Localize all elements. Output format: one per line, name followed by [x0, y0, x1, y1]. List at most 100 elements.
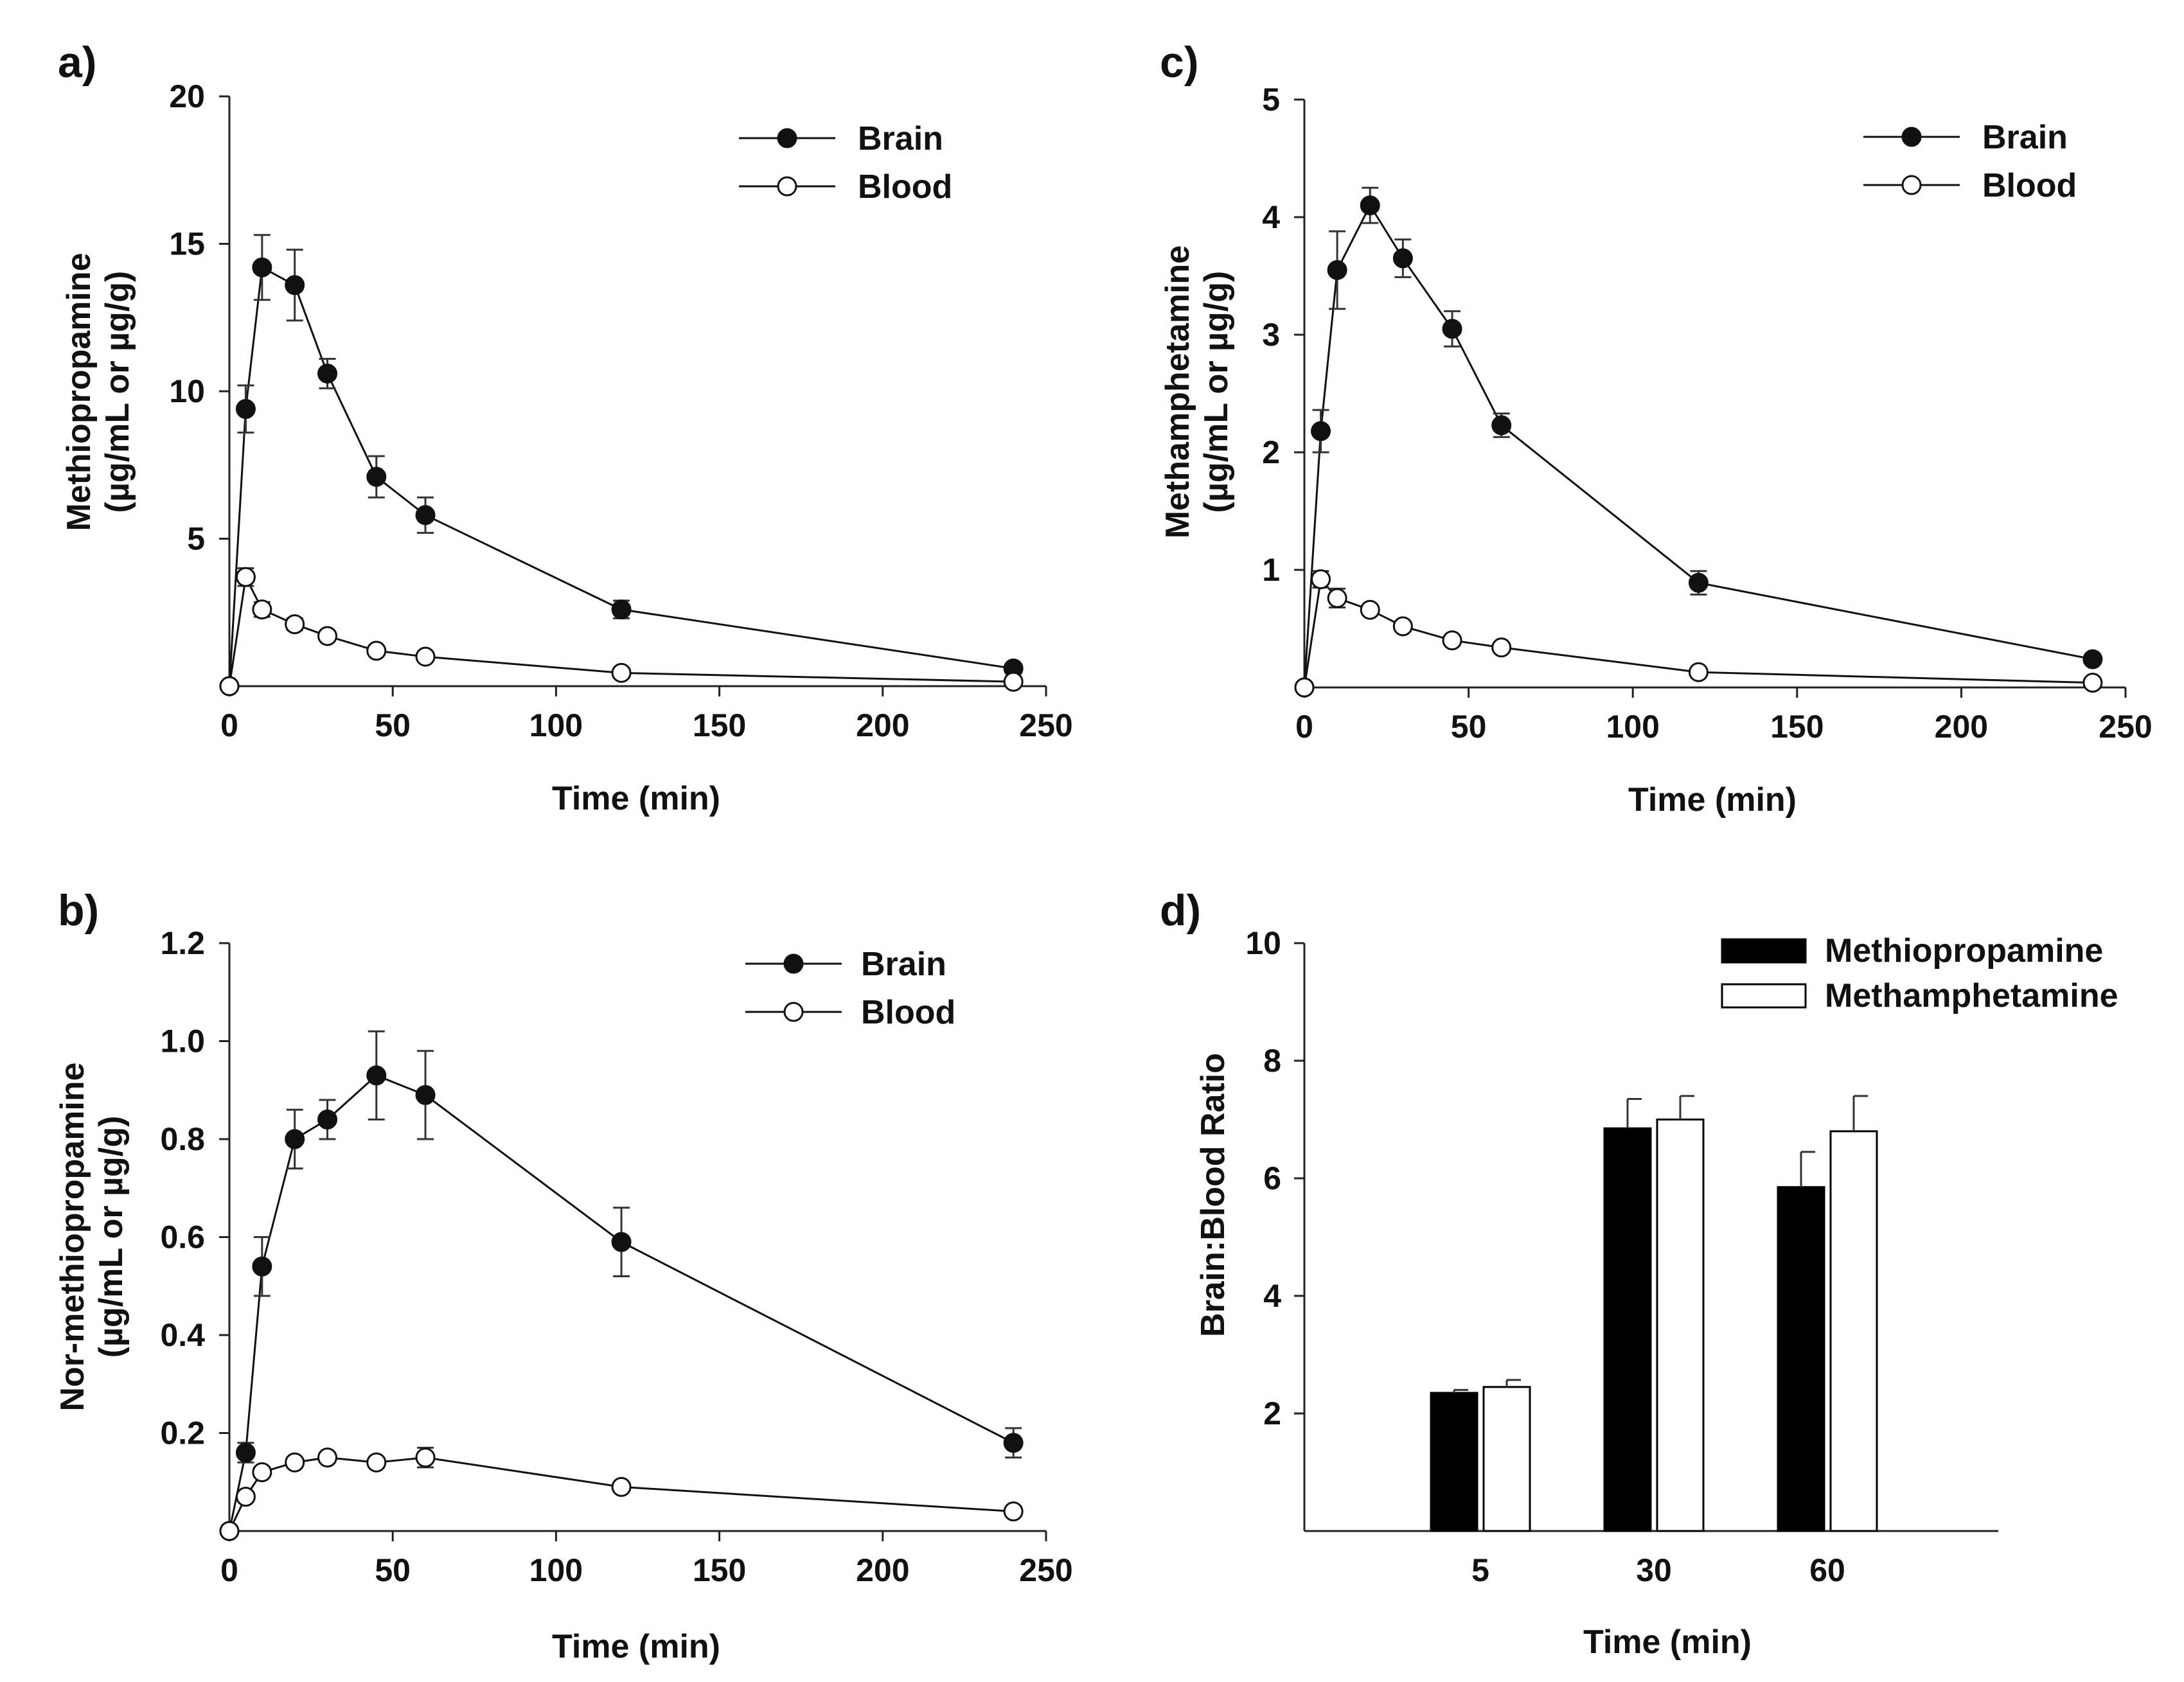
panel-a-legend: Brain Blood [739, 120, 952, 206]
panel-b-x-tick-label: 100 [529, 1552, 583, 1588]
panel-b-brain-point [317, 1110, 338, 1129]
panel-b-y-tick-label: 0.6 [160, 1219, 205, 1255]
panel-d-x-axis-label: Time (min) [1583, 1624, 1752, 1661]
panel-c-legend-blood-label: Blood [1982, 167, 2077, 204]
panel-b-blood-point [252, 1462, 272, 1482]
panel-b-brain-point [235, 1442, 256, 1463]
panel-d-brain-blood-ratio-chart: d) 2 4 6 8 10 5 30 60 Time (min) Brain:Blood Ra… [1160, 886, 2118, 1661]
panel-c-blood-point [1327, 588, 1347, 608]
panel-b-brain-point [366, 1065, 387, 1086]
panel-c-brain-point [1688, 572, 1709, 593]
panel-b-x-axis-label: Time (min) [552, 1628, 720, 1665]
panel-d-x-tick-label: 5 [1471, 1552, 1489, 1588]
panel-a-x-tick-label: 200 [856, 707, 909, 743]
panel-a-x-tick-label: 50 [375, 707, 411, 743]
panel-c-blood-point [1311, 569, 1331, 590]
panel-a-blood-point [317, 626, 338, 646]
panel-b-nor-methiopropamine-chart: b) 0 50 100 150 200 250 0.2 0.4 0.6 0.8 1.0 1.2 Tim… [54, 886, 1073, 1665]
panel-b-plot-area: 0 50 100 150 200 250 0.2 0.4 0.6 0.8 1.0 1.2 [160, 925, 1072, 1588]
panel-c-blood-point [1392, 616, 1413, 637]
panel-c-y-tick-label: 5 [1262, 82, 1280, 118]
panel-d-label: d) [1160, 886, 1201, 935]
panel-d-y-tick-label: 10 [1245, 925, 1281, 961]
panel-a-brain-point [252, 257, 272, 278]
panel-d-legend: Methiopropamine Methamphetamine [1721, 932, 2118, 1014]
panel-b-y-tick-label: 0.2 [160, 1415, 205, 1451]
panel-a-x-tick-label: 250 [1019, 707, 1072, 743]
panel-c-label: c) [1160, 38, 1198, 87]
panel-a-label: a) [58, 38, 96, 87]
panel-a-brain-line [228, 265, 1014, 687]
panel-c-x-tick-label: 100 [1606, 709, 1659, 745]
panel-b-legend-blood-label: Blood [861, 994, 955, 1031]
panel-c-brain-point [1491, 415, 1512, 436]
panel-c-brain-point [1392, 248, 1413, 269]
panel-c-brain-point [1327, 260, 1347, 280]
panel-d-y-tick-label: 6 [1263, 1160, 1281, 1196]
panel-a-brain-point [285, 275, 305, 296]
panel-b-blood-point [611, 1476, 632, 1497]
panel-c-x-tick-label: 200 [1935, 709, 1988, 745]
panel-a-x-axis-label: Time (min) [552, 780, 720, 817]
panel-c-methamphetamine-chart: c) 0 50 100 150 200 250 1 2 3 4 5 Time (min) Metha… [1159, 38, 2153, 819]
panel-b-brain-point [285, 1129, 305, 1149]
panel-c-brain-point [2082, 649, 2103, 669]
panel-d-legend-methamphetamine-swatch [1721, 983, 1807, 1009]
panel-a-blood-point [366, 641, 387, 661]
panel-b-blood-point [415, 1447, 436, 1468]
panel-b-brain-point [611, 1232, 632, 1252]
panel-d-y-tick-label: 8 [1263, 1043, 1281, 1079]
panel-b-brain-line [228, 1074, 1014, 1532]
panel-c-brain-point [1360, 195, 1380, 216]
panel-c-x-tick-label: 150 [1770, 709, 1824, 745]
panel-c-y-axis-label-line2: (µg/mL or µg/g) [1198, 271, 1235, 513]
panel-a-legend-blood-marker [777, 176, 797, 197]
panel-b-x-tick-label: 200 [856, 1552, 909, 1588]
panel-a-plot-area: 0 50 100 150 200 250 5 10 15 20 [169, 78, 1072, 743]
panel-d-legend-methamphetamine-label: Methamphetamine [1825, 977, 2118, 1014]
panel-a-blood-point [611, 662, 632, 683]
panel-d-y-tick-label: 4 [1263, 1278, 1281, 1314]
panel-a-y-tick-label: 10 [169, 373, 205, 409]
panel-b-legend-blood-marker [783, 1002, 804, 1022]
panel-d-y-tick-label: 2 [1263, 1395, 1281, 1431]
panel-d-methamphetamine-bar [1829, 1130, 1878, 1532]
panel-c-brain-point [1442, 319, 1462, 339]
panel-a-brain-point [415, 505, 436, 526]
panel-c-legend-brain-marker [1901, 127, 1922, 147]
panel-a-brain-point [235, 399, 256, 420]
panel-c-legend-brain-label: Brain [1982, 119, 2068, 156]
panel-d-x-tick-label: 60 [1809, 1552, 1845, 1588]
panel-d-methiopropamine-bar [1777, 1186, 1825, 1532]
panel-d-methamphetamine-bar [1656, 1119, 1705, 1532]
panel-d-plot-area: 2 4 6 8 10 5 30 60 [1245, 925, 1998, 1588]
panel-d-x-tick-label: 30 [1636, 1552, 1672, 1588]
panel-a-brain-point [366, 466, 387, 487]
panel-c-x-tick-label: 250 [2099, 709, 2152, 745]
panel-b-y-tick-label: 0.8 [160, 1121, 205, 1157]
panel-b-x-tick-label: 50 [375, 1552, 411, 1588]
panel-a-legend-brain-marker [777, 128, 797, 148]
panel-a-y-tick-label: 5 [187, 521, 205, 557]
panel-c-blood-point [1294, 677, 1315, 698]
panel-c-plot-area: 0 50 100 150 200 250 1 2 3 4 5 [1262, 82, 2153, 745]
panel-a-y-tick-label: 20 [169, 78, 205, 114]
panel-c-y-tick-label: 3 [1262, 317, 1280, 353]
panel-a-blood-point [235, 567, 256, 587]
panel-a-blood-point [252, 599, 272, 620]
panel-a-blood-point [1003, 671, 1024, 692]
panel-d-legend-methiopropamine-swatch [1721, 938, 1807, 964]
panel-d-methiopropamine-bar [1603, 1127, 1652, 1532]
panel-b-label: b) [58, 886, 99, 935]
panel-c-x-tick-label: 50 [1451, 709, 1487, 745]
panel-b-x-tick-label: 0 [220, 1552, 238, 1588]
panel-c-legend-blood-marker [1901, 175, 1922, 195]
panel-b-x-tick-label: 150 [693, 1552, 746, 1588]
panel-c-blood-point [1688, 662, 1709, 682]
panel-a-x-tick-label: 100 [529, 707, 583, 743]
panel-b-blood-point [317, 1447, 338, 1468]
panel-b-x-tick-label: 250 [1019, 1552, 1072, 1588]
panel-c-blood-point [2082, 673, 2103, 693]
panel-b-blood-point [235, 1487, 256, 1507]
